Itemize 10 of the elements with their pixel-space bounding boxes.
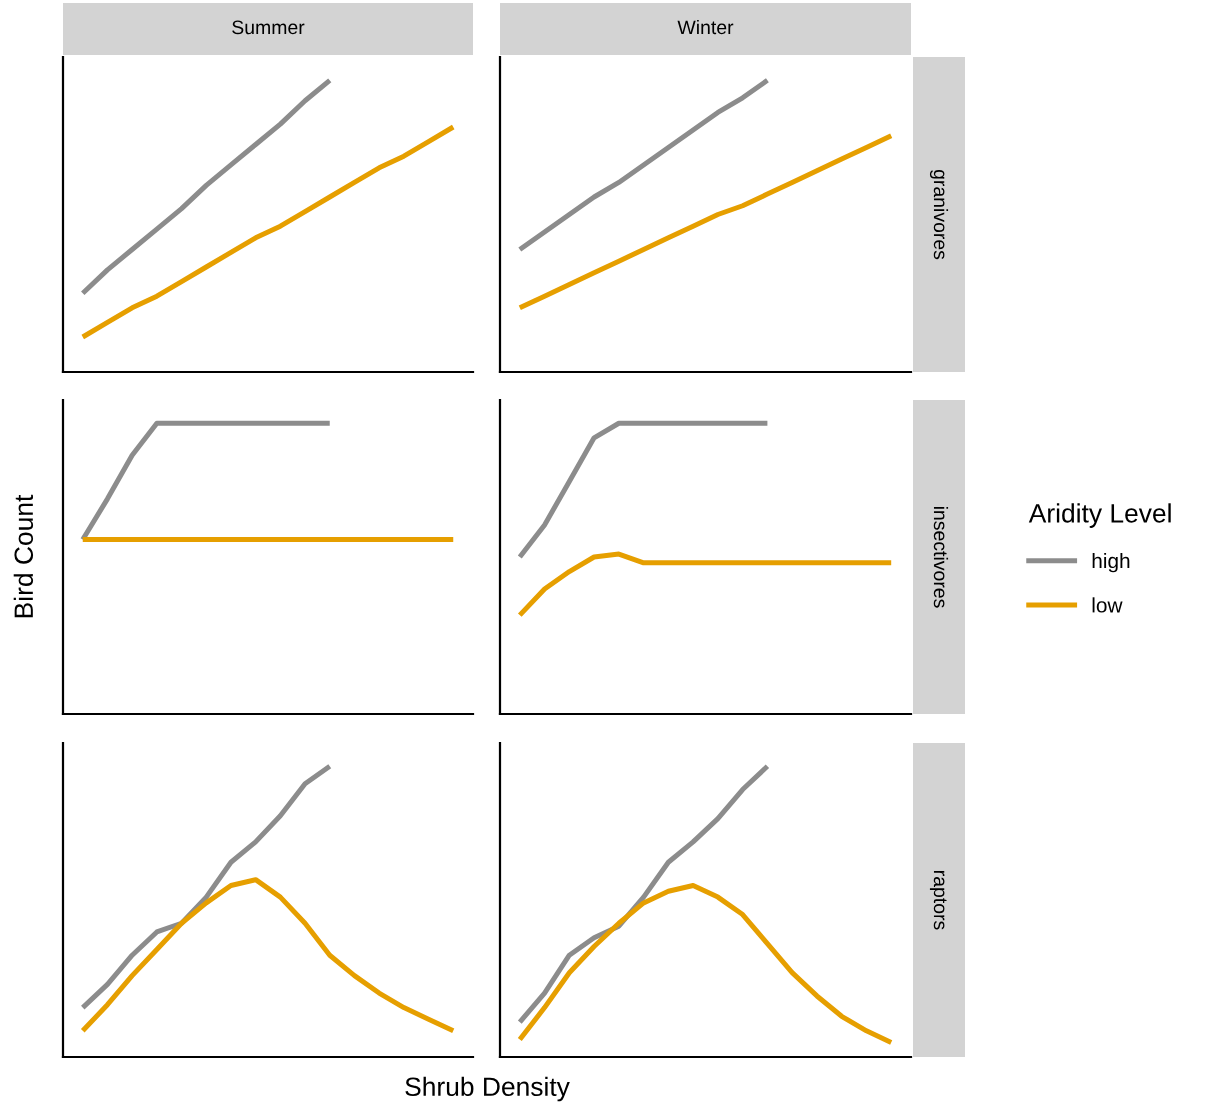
- y-axis-title: Bird Count: [13, 494, 34, 618]
- legend-label: low: [1092, 597, 1123, 613]
- x-axis-title: Shrub Density: [405, 1076, 570, 1102]
- legend-title: Aridity Level: [1028, 503, 1171, 528]
- chart-title: Winter: [677, 19, 734, 35]
- y2-axis-title: insectivores: [933, 506, 949, 608]
- chart-title: Summer: [232, 20, 305, 35]
- y2-axis-title: raptors: [929, 871, 947, 930]
- legend-label: high: [1092, 552, 1130, 573]
- y2-axis-title: granivores: [929, 169, 949, 260]
